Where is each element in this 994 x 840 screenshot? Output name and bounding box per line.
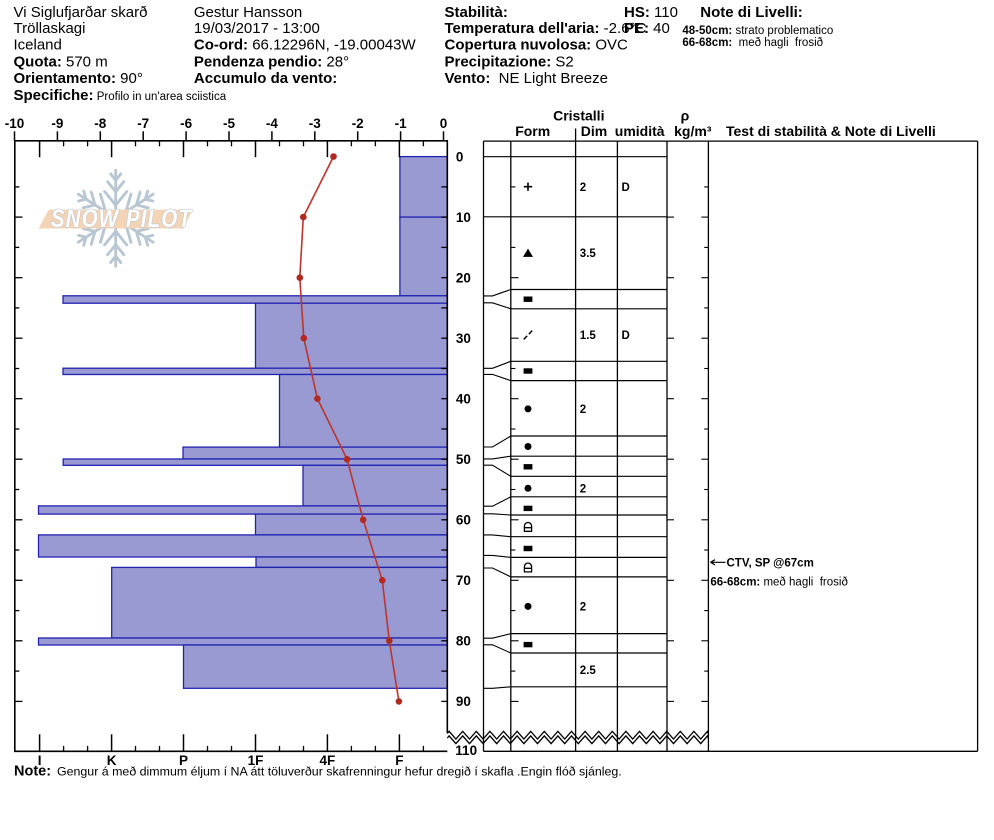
svg-text:-4: -4	[266, 116, 278, 131]
svg-text:90: 90	[456, 694, 471, 709]
svg-text:-1: -1	[395, 116, 407, 131]
svg-text:Tröllaskagi: Tröllaskagi	[14, 20, 86, 37]
svg-text:4F: 4F	[320, 753, 336, 768]
svg-text:Temperatura dell'aria: -2.6°C: Temperatura dell'aria: -2.6°C	[445, 20, 647, 37]
svg-text:0: 0	[440, 116, 448, 131]
svg-text:Form: Form	[515, 123, 550, 139]
svg-text:48-50cm: strato problematico: 48-50cm: strato problematico	[682, 25, 833, 37]
svg-text:HS: 110: HS: 110	[624, 4, 678, 21]
svg-text:Precipitazione: S2: Precipitazione: S2	[445, 53, 574, 70]
svg-text:60: 60	[456, 513, 471, 528]
svg-text:110: 110	[455, 743, 477, 758]
svg-text:Gengur á með dimmum éljum í NA: Gengur á með dimmum éljum í NA átt töluv…	[57, 765, 622, 779]
svg-text:80: 80	[456, 634, 471, 649]
svg-text:10: 10	[456, 210, 471, 225]
svg-text:2: 2	[580, 483, 586, 495]
svg-text:PE: 40: PE: 40	[624, 20, 670, 37]
svg-text:1.5: 1.5	[580, 330, 597, 342]
svg-text:D: D	[622, 182, 630, 194]
svg-text:kg/m³: kg/m³	[674, 123, 712, 139]
svg-text:20: 20	[456, 271, 471, 286]
svg-text:-5: -5	[223, 116, 235, 131]
svg-text:Gestur Hansson: Gestur Hansson	[194, 4, 302, 21]
svg-text:30: 30	[456, 331, 471, 346]
svg-text:40: 40	[456, 392, 471, 407]
svg-text:-8: -8	[94, 116, 106, 131]
svg-text:F: F	[395, 753, 403, 768]
svg-text:Specifiche: Profilo in un'area: Specifiche: Profilo in un'area sciistica	[14, 87, 227, 104]
svg-text:-3: -3	[309, 116, 321, 131]
svg-text:2: 2	[580, 602, 586, 614]
svg-text:Orientamento: 90°: Orientamento: 90°	[14, 70, 143, 87]
svg-text:Note di Livelli:: Note di Livelli:	[700, 4, 803, 21]
svg-text:Note:: Note:	[14, 764, 51, 780]
svg-text:3.5: 3.5	[580, 248, 597, 260]
svg-text:19/03/2017 - 13:00: 19/03/2017 - 13:00	[194, 20, 320, 37]
svg-text:Test di stabilità & Note di Li: Test di stabilità & Note di Livelli	[726, 123, 936, 139]
svg-text:SNOW PILOT: SNOW PILOT	[51, 205, 193, 233]
svg-text:Vento: NE Light Breeze: Vento: NE Light Breeze	[445, 70, 608, 87]
svg-text:-7: -7	[137, 116, 149, 131]
svg-text:P: P	[179, 753, 188, 768]
svg-text:0: 0	[456, 149, 464, 164]
svg-text:ρ: ρ	[681, 107, 690, 123]
svg-text:Pendenza pendio: 28°: Pendenza pendio: 28°	[194, 53, 349, 70]
svg-text:-6: -6	[180, 116, 192, 131]
svg-text:Dim: Dim	[581, 123, 607, 139]
svg-text:Cristalli: Cristalli	[553, 107, 604, 123]
svg-text:Accumulo da vento:: Accumulo da vento:	[194, 70, 337, 87]
svg-text:2: 2	[580, 182, 586, 194]
svg-text:-9: -9	[51, 116, 63, 131]
svg-text:CTV, SP @67cm: CTV, SP @67cm	[727, 558, 814, 570]
svg-text:70: 70	[456, 573, 471, 588]
svg-text:-10: -10	[5, 116, 25, 131]
svg-text:I: I	[38, 753, 42, 768]
svg-text:K: K	[107, 753, 117, 768]
svg-text:2: 2	[580, 404, 586, 416]
svg-text:-2: -2	[352, 116, 364, 131]
svg-text:Iceland: Iceland	[14, 37, 62, 54]
svg-text:Stabilità:: Stabilità:	[445, 4, 508, 21]
svg-text:Vi Siglufjarðar skarð: Vi Siglufjarðar skarð	[14, 4, 148, 21]
svg-text:D: D	[622, 330, 630, 342]
svg-text:Quota: 570 m: Quota: 570 m	[14, 53, 108, 70]
svg-text:66-68cm: með hagli frosið: 66-68cm: með hagli frosið	[682, 37, 823, 49]
svg-text:50: 50	[456, 452, 471, 467]
svg-text:2.5: 2.5	[580, 665, 597, 677]
svg-text:Copertura nuvolosa: OVC: Copertura nuvolosa: OVC	[445, 37, 629, 54]
svg-text:umidità: umidità	[615, 123, 665, 139]
svg-text:Co-ord: 66.12296N, -19.00043W: Co-ord: 66.12296N, -19.00043W	[194, 37, 417, 54]
svg-text:66-68cm: með hagli frosið: 66-68cm: með hagli frosið	[710, 577, 847, 589]
svg-text:1F: 1F	[248, 753, 264, 768]
